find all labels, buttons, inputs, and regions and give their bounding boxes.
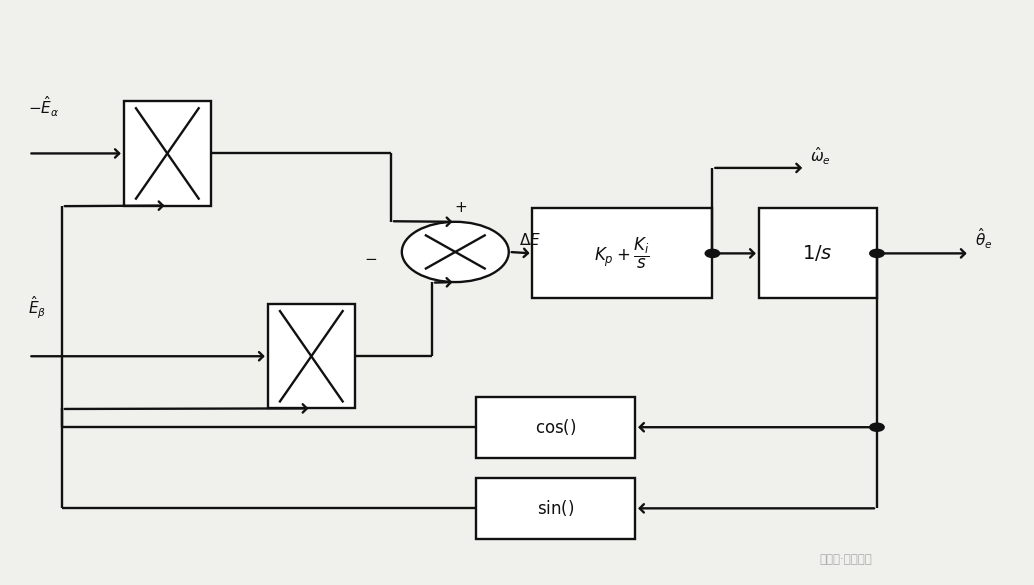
Bar [268,304,355,408]
Circle shape [870,249,884,257]
Text: $-\hat{E}_{\alpha}$: $-\hat{E}_{\alpha}$ [29,94,60,119]
Text: $1/s$: $1/s$ [802,243,833,263]
Text: $\hat{\theta}_{e}$: $\hat{\theta}_{e}$ [975,226,993,251]
Text: $\sin()$: $\sin()$ [537,498,574,518]
Circle shape [705,249,720,257]
Bar [124,101,211,205]
Text: $\cos()$: $\cos()$ [535,417,576,437]
Text: $\Delta E$: $\Delta E$ [519,232,541,249]
Text: $K_p+\dfrac{K_i}{s}$: $K_p+\dfrac{K_i}{s}$ [595,236,650,271]
Circle shape [402,222,509,282]
Text: 公众号·西莫发布: 公众号·西莫发布 [820,553,873,566]
Bar [476,397,635,457]
Text: $+$: $+$ [454,200,467,215]
Bar [476,478,635,539]
Text: $\hat{E}_{\beta}$: $\hat{E}_{\beta}$ [29,295,47,322]
Text: $-$: $-$ [364,250,377,265]
Bar [759,208,877,298]
Bar [533,208,712,298]
Circle shape [870,423,884,431]
Text: $\hat{\omega}_{e}$: $\hat{\omega}_{e}$ [810,146,831,167]
